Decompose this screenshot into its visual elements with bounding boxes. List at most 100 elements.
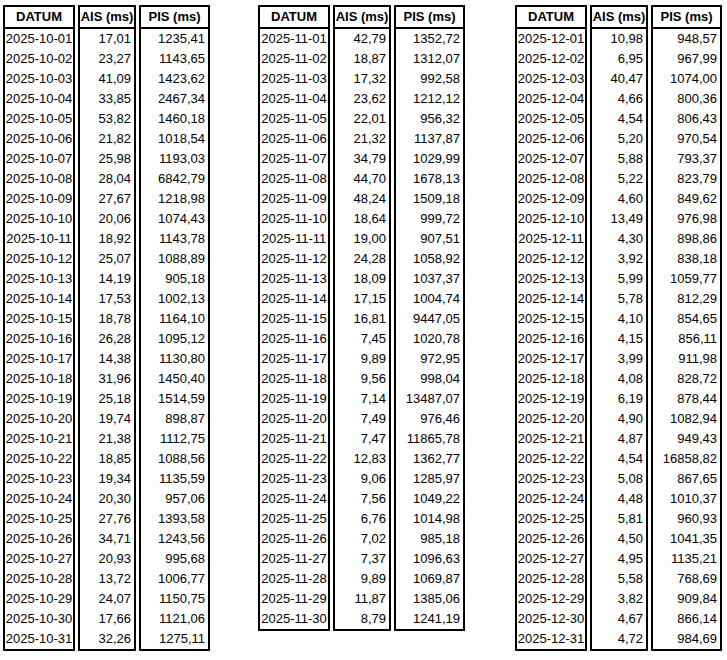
- ais-value-cell[interactable]: 19,34: [80, 469, 134, 489]
- ais-value-cell[interactable]: 19,00: [335, 229, 389, 249]
- date-cell[interactable]: 2025-12-06: [517, 129, 585, 149]
- date-cell[interactable]: 2025-10-18: [5, 369, 73, 389]
- ais-value-cell[interactable]: 23,62: [335, 89, 389, 109]
- pis-value-cell[interactable]: 985,18: [396, 529, 463, 549]
- date-cell[interactable]: 2025-10-30: [5, 609, 73, 629]
- date-cell[interactable]: 2025-10-10: [5, 209, 73, 229]
- ais-value-cell[interactable]: 24,07: [80, 589, 134, 609]
- pis-value-cell[interactable]: 1143,65: [141, 49, 208, 69]
- ais-value-cell[interactable]: 28,04: [80, 169, 134, 189]
- ais-value-cell[interactable]: 16,81: [335, 309, 389, 329]
- date-cell[interactable]: 2025-12-29: [517, 589, 585, 609]
- ais-value-cell[interactable]: 5,08: [592, 469, 646, 489]
- ais-value-cell[interactable]: 14,38: [80, 349, 134, 369]
- pis-value-cell[interactable]: 1130,80: [141, 349, 208, 369]
- pis-value-cell[interactable]: 1514,59: [141, 389, 208, 409]
- date-cell[interactable]: 2025-10-21: [5, 429, 73, 449]
- pis-value-cell[interactable]: 1164,10: [141, 309, 208, 329]
- date-cell[interactable]: 2025-11-16: [260, 329, 328, 349]
- ais-value-cell[interactable]: 18,78: [80, 309, 134, 329]
- ais-value-cell[interactable]: 42,79: [335, 29, 389, 49]
- date-cell[interactable]: 2025-11-30: [260, 609, 328, 629]
- date-cell[interactable]: 2025-11-23: [260, 469, 328, 489]
- date-cell[interactable]: 2025-10-23: [5, 469, 73, 489]
- date-cell[interactable]: 2025-12-07: [517, 149, 585, 169]
- pis-value-cell[interactable]: 13487,07: [396, 389, 463, 409]
- ais-value-cell[interactable]: 25,18: [80, 389, 134, 409]
- date-cell[interactable]: 2025-12-02: [517, 49, 585, 69]
- date-cell[interactable]: 2025-11-21: [260, 429, 328, 449]
- ais-value-cell[interactable]: 31,96: [80, 369, 134, 389]
- pis-value-cell[interactable]: 9447,05: [396, 309, 463, 329]
- pis-value-cell[interactable]: 1121,06: [141, 609, 208, 629]
- ais-value-cell[interactable]: 21,38: [80, 429, 134, 449]
- ais-value-cell[interactable]: 6,19: [592, 389, 646, 409]
- date-cell[interactable]: 2025-12-22: [517, 449, 585, 469]
- ais-value-cell[interactable]: 7,45: [335, 329, 389, 349]
- pis-value-cell[interactable]: 11865,78: [396, 429, 463, 449]
- pis-value-cell[interactable]: 1014,98: [396, 509, 463, 529]
- ais-value-cell[interactable]: 23,27: [80, 49, 134, 69]
- date-cell[interactable]: 2025-12-31: [517, 629, 585, 649]
- pis-value-cell[interactable]: 6842,79: [141, 169, 208, 189]
- ais-value-cell[interactable]: 20,06: [80, 209, 134, 229]
- date-cell[interactable]: 2025-12-24: [517, 489, 585, 509]
- date-cell[interactable]: 2025-10-17: [5, 349, 73, 369]
- pis-value-cell[interactable]: 854,65: [653, 309, 720, 329]
- ais-value-cell[interactable]: 12,83: [335, 449, 389, 469]
- pis-value-cell[interactable]: 1020,78: [396, 329, 463, 349]
- date-cell[interactable]: 2025-11-10: [260, 209, 328, 229]
- pis-value-cell[interactable]: 878,44: [653, 389, 720, 409]
- pis-value-cell[interactable]: 1112,75: [141, 429, 208, 449]
- pis-value-cell[interactable]: 905,18: [141, 269, 208, 289]
- pis-value-cell[interactable]: 1193,03: [141, 149, 208, 169]
- ais-value-cell[interactable]: 7,49: [335, 409, 389, 429]
- date-cell[interactable]: 2025-12-12: [517, 249, 585, 269]
- pis-value-cell[interactable]: 1460,18: [141, 109, 208, 129]
- pis-value-cell[interactable]: 1069,87: [396, 569, 463, 589]
- date-cell[interactable]: 2025-12-17: [517, 349, 585, 369]
- ais-value-cell[interactable]: 17,32: [335, 69, 389, 89]
- pis-value-cell[interactable]: 984,69: [653, 629, 720, 649]
- date-cell[interactable]: 2025-10-13: [5, 269, 73, 289]
- date-cell[interactable]: 2025-11-12: [260, 249, 328, 269]
- ais-value-cell[interactable]: 8,79: [335, 609, 389, 629]
- column-header-datum[interactable]: DATUM: [517, 7, 585, 29]
- pis-value-cell[interactable]: 1059,77: [653, 269, 720, 289]
- date-cell[interactable]: 2025-12-05: [517, 109, 585, 129]
- pis-value-cell[interactable]: 1143,78: [141, 229, 208, 249]
- date-cell[interactable]: 2025-12-20: [517, 409, 585, 429]
- ais-value-cell[interactable]: 24,28: [335, 249, 389, 269]
- ais-value-cell[interactable]: 3,99: [592, 349, 646, 369]
- ais-value-cell[interactable]: 4,67: [592, 609, 646, 629]
- pis-value-cell[interactable]: 1241,19: [396, 609, 463, 629]
- date-cell[interactable]: 2025-10-07: [5, 149, 73, 169]
- ais-value-cell[interactable]: 18,87: [335, 49, 389, 69]
- pis-value-cell[interactable]: 995,68: [141, 549, 208, 569]
- ais-value-cell[interactable]: 34,79: [335, 149, 389, 169]
- pis-value-cell[interactable]: 828,72: [653, 369, 720, 389]
- date-cell[interactable]: 2025-11-06: [260, 129, 328, 149]
- date-cell[interactable]: 2025-12-16: [517, 329, 585, 349]
- date-cell[interactable]: 2025-10-01: [5, 29, 73, 49]
- date-cell[interactable]: 2025-10-03: [5, 69, 73, 89]
- date-cell[interactable]: 2025-10-26: [5, 529, 73, 549]
- pis-value-cell[interactable]: 960,93: [653, 509, 720, 529]
- date-cell[interactable]: 2025-10-02: [5, 49, 73, 69]
- ais-value-cell[interactable]: 4,48: [592, 489, 646, 509]
- date-cell[interactable]: 2025-10-31: [5, 629, 73, 649]
- ais-value-cell[interactable]: 4,54: [592, 449, 646, 469]
- ais-value-cell[interactable]: 18,09: [335, 269, 389, 289]
- pis-value-cell[interactable]: 1450,40: [141, 369, 208, 389]
- date-cell[interactable]: 2025-10-05: [5, 109, 73, 129]
- ais-value-cell[interactable]: 7,02: [335, 529, 389, 549]
- pis-value-cell[interactable]: 1058,92: [396, 249, 463, 269]
- ais-value-cell[interactable]: 41,09: [80, 69, 134, 89]
- ais-value-cell[interactable]: 4,87: [592, 429, 646, 449]
- ais-value-cell[interactable]: 3,92: [592, 249, 646, 269]
- pis-value-cell[interactable]: 1002,13: [141, 289, 208, 309]
- ais-value-cell[interactable]: 5,88: [592, 149, 646, 169]
- pis-value-cell[interactable]: 768,69: [653, 569, 720, 589]
- ais-value-cell[interactable]: 5,58: [592, 569, 646, 589]
- ais-value-cell[interactable]: 4,90: [592, 409, 646, 429]
